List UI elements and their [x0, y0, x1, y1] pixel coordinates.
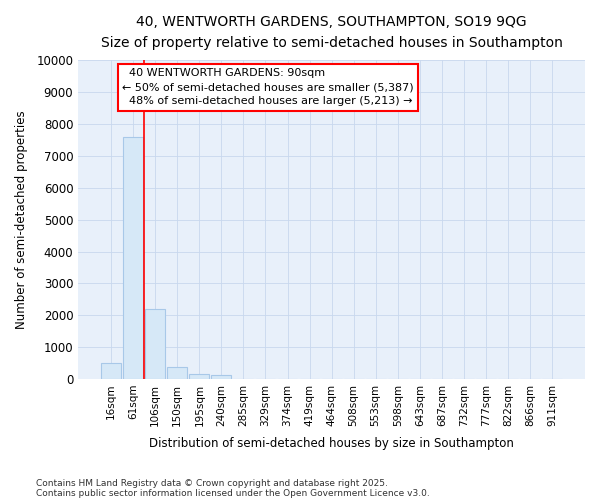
Title: 40, WENTWORTH GARDENS, SOUTHAMPTON, SO19 9QG
Size of property relative to semi-d: 40, WENTWORTH GARDENS, SOUTHAMPTON, SO19…	[101, 15, 563, 50]
Text: 40 WENTWORTH GARDENS: 90sqm
← 50% of semi-detached houses are smaller (5,387)
  : 40 WENTWORTH GARDENS: 90sqm ← 50% of sem…	[122, 68, 414, 106]
Bar	[101, 363, 121, 379]
Bar	[211, 375, 231, 379]
Bar	[167, 367, 187, 379]
Text: Contains HM Land Registry data © Crown copyright and database right 2025.: Contains HM Land Registry data © Crown c…	[36, 478, 388, 488]
X-axis label: Distribution of semi-detached houses by size in Southampton: Distribution of semi-detached houses by …	[149, 437, 514, 450]
Y-axis label: Number of semi-detached properties: Number of semi-detached properties	[15, 110, 28, 329]
Bar	[190, 374, 209, 379]
Text: Contains public sector information licensed under the Open Government Licence v3: Contains public sector information licen…	[36, 488, 430, 498]
Bar	[145, 309, 165, 379]
Bar	[123, 137, 143, 379]
